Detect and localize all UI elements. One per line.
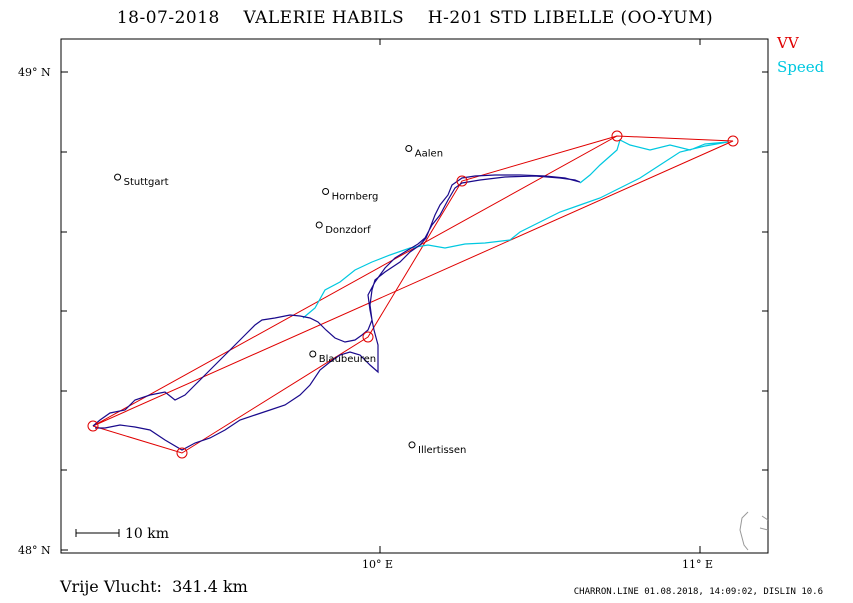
left-ticks xyxy=(61,39,768,553)
turnpoint-start xyxy=(87,420,99,432)
footer-credit: CHARRON.LINE 01.08.2018, 14:09:02, DISLI… xyxy=(573,587,823,597)
legend-speed: Speed xyxy=(777,58,825,76)
speed-track xyxy=(302,139,729,319)
lon-label-11: 11° E xyxy=(682,558,713,571)
city-label: Illertissen xyxy=(418,445,466,456)
legend-vv: VV xyxy=(777,34,799,52)
scale-bar-label: 10 km xyxy=(125,526,169,542)
city-label: Donzdorf xyxy=(325,225,371,236)
border-fragment xyxy=(739,511,769,551)
lon-label-10: 10° E xyxy=(362,558,393,571)
turnpoint-3 xyxy=(456,175,468,187)
city-layer: Stuttgart Hornberg Donzdorf Aalen Blaubeuren… xyxy=(114,144,466,456)
city-marker xyxy=(309,350,317,358)
turnpoint-1 xyxy=(176,447,188,459)
city-label: Stuttgart xyxy=(124,177,169,188)
lat-label-48: 48° N xyxy=(18,544,51,557)
city-label: Hornberg xyxy=(332,192,379,203)
map-frame xyxy=(60,38,769,554)
city-marker xyxy=(408,441,416,449)
map-title: 18-07-2018 VALERIE HABILS H-201 STD LIBE… xyxy=(116,8,714,28)
scale-bar: 10 km xyxy=(75,526,169,542)
city-marker xyxy=(322,188,330,195)
turnpoints xyxy=(87,130,739,459)
turnpoint-4 xyxy=(611,130,623,142)
free-flight-distance: Vrije Vlucht: 341.4 km xyxy=(60,577,248,596)
turnpoint-5 xyxy=(727,135,739,147)
turnpoint-2 xyxy=(362,331,374,343)
city-label: Aalen xyxy=(415,148,443,159)
city-marker xyxy=(405,144,413,152)
city-marker xyxy=(114,173,122,181)
vv-track xyxy=(92,174,581,451)
lat-label-49: 49° N xyxy=(18,66,51,79)
task-lines xyxy=(92,135,734,454)
city-label: Blaubeuren xyxy=(319,354,376,365)
city-marker xyxy=(315,221,323,229)
